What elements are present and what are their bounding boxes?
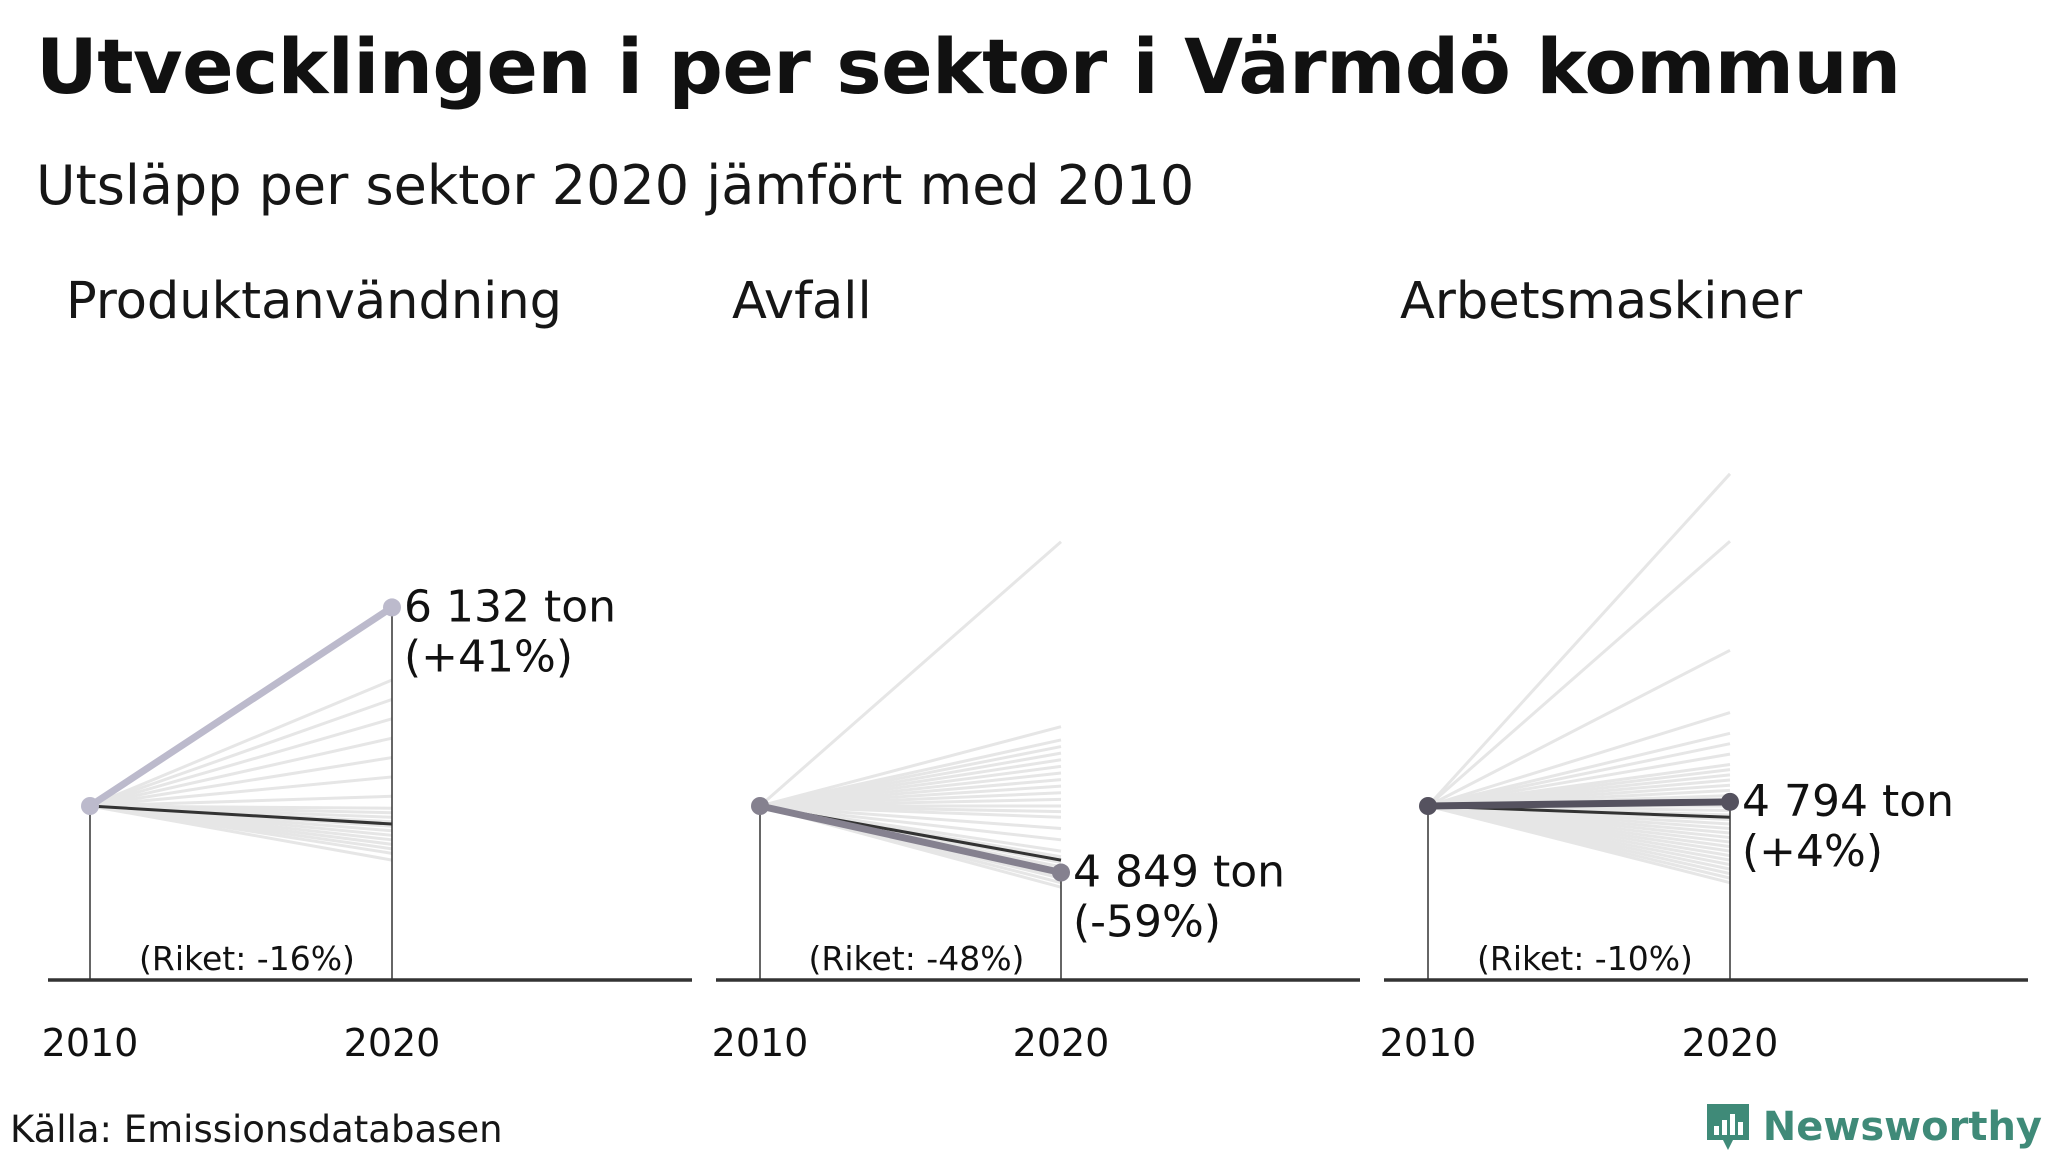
page-subtitle: Utsläpp per sektor 2020 jämfört med 2010 [36, 154, 1195, 217]
riket-label: (Riket: -48%) [809, 939, 1025, 978]
panel-title-arbetsmaskiner: Arbetsmaskiner [1400, 272, 1803, 331]
panel-title-produktanvandning: Produktanvändning [66, 272, 563, 331]
background-line [1426, 472, 1732, 808]
tick-label-2010: 2010 [712, 1021, 809, 1065]
value-label: 4 794 ton [1742, 776, 1954, 827]
background-line [1427, 711, 1731, 808]
highlight-line [1424, 798, 1734, 810]
change-label: (+4%) [1742, 826, 1883, 877]
riket-label: (Riket: -10%) [1477, 939, 1693, 978]
source-note: Källa: Emissionsdatabasen [10, 1108, 503, 1151]
value-label: 4 849 ton [1073, 847, 1285, 898]
background-line [89, 775, 393, 808]
background-line [759, 725, 1062, 808]
value-label: 6 132 ton [404, 581, 616, 632]
tick-label-2010: 2010 [1380, 1021, 1477, 1065]
highlight-line [86, 603, 396, 810]
brand: Newsworthy [1703, 1100, 2042, 1154]
tick-label-2020: 2020 [1013, 1021, 1110, 1065]
background-line [1427, 742, 1731, 808]
background-line [1427, 762, 1731, 808]
tick-label-2020: 2020 [1682, 1021, 1779, 1065]
background-line [89, 794, 393, 808]
riket-line [89, 804, 393, 826]
highlight-point-2010 [1419, 797, 1437, 815]
newsworthy-logo-icon [1706, 1104, 1749, 1150]
change-label: (-59%) [1073, 897, 1221, 948]
background-line [89, 756, 393, 808]
highlight-point-2020 [1721, 792, 1739, 811]
background-line [1427, 540, 1731, 808]
tick-label-2010: 2010 [42, 1021, 139, 1065]
highlight-point-2010 [81, 797, 99, 815]
background-line [89, 804, 393, 810]
page-title: Utvecklingen i per sektor i Värmdö kommu… [36, 22, 1901, 111]
highlight-point-2010 [751, 797, 769, 815]
highlight-point-2020 [383, 598, 401, 617]
background-line [89, 736, 393, 808]
background-line [89, 698, 393, 808]
background-line [759, 738, 1062, 808]
tick-label-2020: 2020 [344, 1021, 441, 1065]
background-line [1427, 648, 1731, 808]
riket-label: (Riket: -16%) [139, 939, 355, 978]
change-label: (+41%) [404, 631, 573, 682]
background-line [89, 717, 393, 808]
panel-title-avfall: Avfall [732, 272, 872, 331]
background-line [759, 540, 1062, 808]
background-line [89, 678, 393, 808]
background-line [759, 804, 1062, 842]
highlight-line [756, 802, 1065, 877]
background-line [1427, 731, 1731, 808]
background-line [1427, 752, 1731, 808]
background-line [759, 804, 1062, 831]
highlight-point-2020 [1052, 863, 1070, 882]
brand-name: Newsworthy [1762, 1104, 2042, 1150]
